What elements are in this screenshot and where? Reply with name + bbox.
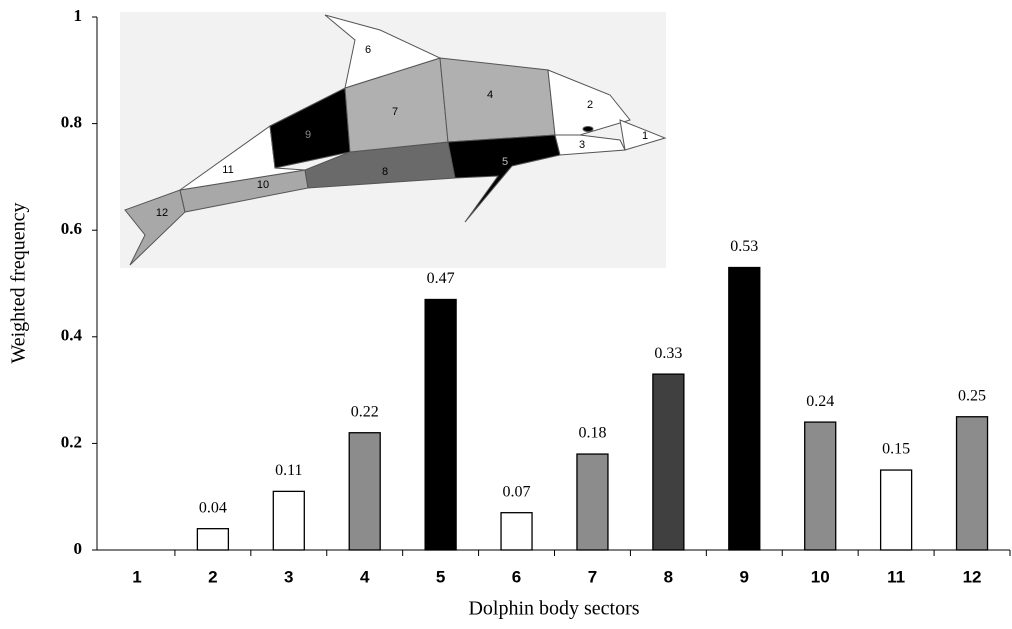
sector-label: 4 bbox=[487, 89, 493, 101]
bar bbox=[273, 491, 304, 550]
value-label: 0.18 bbox=[578, 425, 606, 442]
sector-label: 5 bbox=[502, 156, 508, 168]
sector-label: 2 bbox=[587, 99, 593, 111]
x-tick-label: 7 bbox=[588, 567, 597, 586]
bar bbox=[197, 529, 228, 550]
y-tick-label: 0.8 bbox=[61, 113, 82, 132]
x-tick-label: 8 bbox=[664, 567, 673, 586]
sector-label: 11 bbox=[222, 164, 233, 176]
x-tick-label: 9 bbox=[740, 567, 749, 586]
value-label: 0.15 bbox=[882, 441, 910, 458]
x-tick-label: 10 bbox=[811, 567, 830, 586]
sector-label: 3 bbox=[579, 139, 585, 151]
y-tick-label: 1 bbox=[74, 6, 83, 25]
value-label: 0.22 bbox=[351, 403, 379, 420]
sector-label: 1 bbox=[642, 130, 648, 142]
eye bbox=[583, 127, 593, 132]
bar bbox=[957, 417, 988, 550]
bar bbox=[881, 470, 912, 550]
x-tick-label: 2 bbox=[208, 567, 217, 586]
value-label: 0.24 bbox=[806, 393, 834, 410]
value-label: 0.25 bbox=[958, 387, 986, 404]
value-label: 0.07 bbox=[503, 483, 531, 500]
value-label: 0.11 bbox=[275, 462, 302, 479]
sector-label: 9 bbox=[305, 129, 311, 141]
sector-label: 7 bbox=[392, 106, 398, 118]
bar bbox=[805, 422, 836, 550]
value-label: 0.04 bbox=[199, 499, 227, 516]
bar bbox=[653, 374, 684, 550]
y-tick-label: 0 bbox=[74, 539, 83, 558]
sector-label: 10 bbox=[257, 179, 269, 191]
bar bbox=[577, 454, 608, 550]
sector bbox=[440, 58, 555, 142]
bar bbox=[729, 268, 760, 550]
sector-label: 6 bbox=[365, 44, 371, 56]
bar bbox=[501, 513, 532, 550]
bar bbox=[349, 433, 380, 550]
value-label: 0.53 bbox=[730, 238, 758, 255]
x-tick-label: 12 bbox=[963, 567, 982, 586]
x-tick-label: 5 bbox=[436, 567, 445, 586]
x-tick-label: 1 bbox=[132, 567, 141, 586]
chart: 123456789101112 Weighted frequency Dolph… bbox=[0, 0, 1012, 629]
sector-label: 8 bbox=[382, 166, 388, 178]
sector-label: 12 bbox=[156, 207, 168, 219]
value-label: 0.33 bbox=[654, 345, 682, 362]
x-tick-label: 6 bbox=[512, 567, 521, 586]
y-tick-label: 0.6 bbox=[61, 219, 82, 238]
bar bbox=[425, 299, 456, 550]
value-label: 0.47 bbox=[427, 270, 455, 287]
x-tick-label: 3 bbox=[284, 567, 293, 586]
y-tick-label: 0.4 bbox=[61, 326, 83, 345]
y-tick-label: 0.2 bbox=[61, 432, 82, 451]
y-axis-label: Weighted frequency bbox=[8, 202, 30, 363]
x-tick-label: 4 bbox=[360, 567, 370, 586]
x-axis-label: Dolphin body sectors bbox=[468, 598, 639, 620]
x-tick-label: 11 bbox=[887, 567, 905, 586]
